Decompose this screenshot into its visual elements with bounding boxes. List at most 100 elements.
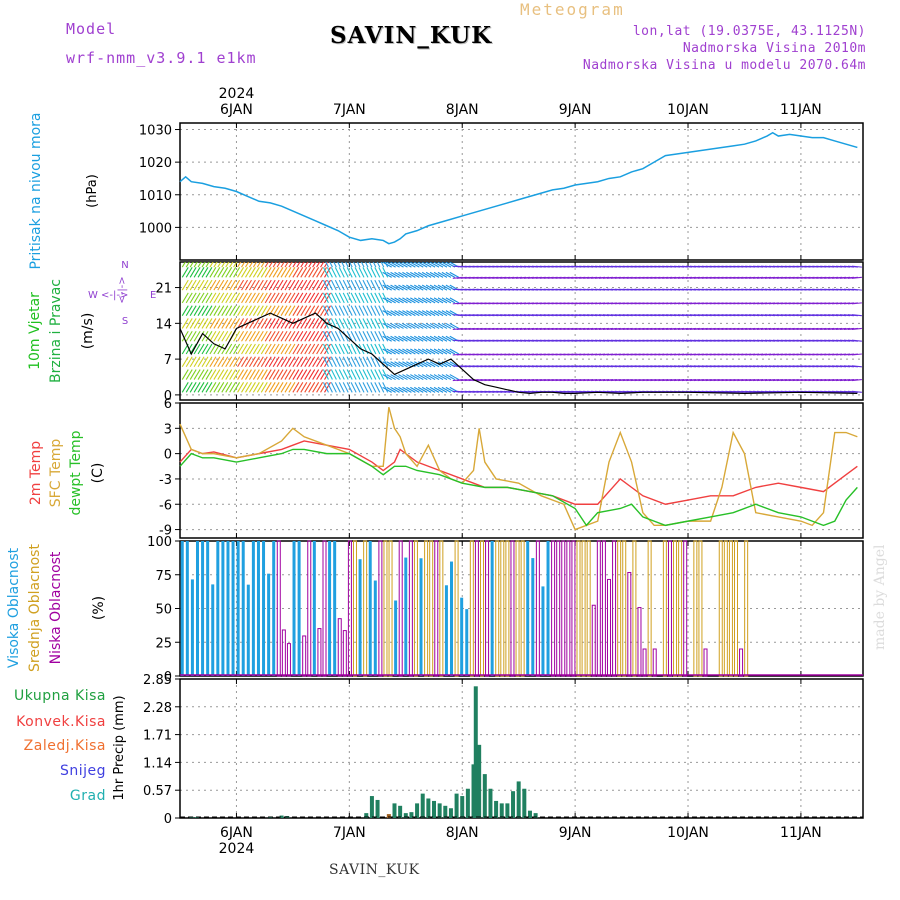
wind-barb bbox=[241, 279, 248, 291]
wind-barb bbox=[366, 343, 373, 355]
wind-barb bbox=[256, 318, 264, 329]
wind-barb bbox=[241, 356, 248, 368]
wind-barb bbox=[300, 305, 308, 316]
wind-barb bbox=[406, 322, 416, 329]
precip-bar bbox=[426, 798, 431, 818]
wind-barb bbox=[316, 343, 324, 355]
wind-barb bbox=[245, 262, 250, 268]
wind-barb bbox=[374, 382, 381, 393]
wind-barb bbox=[378, 279, 385, 291]
wind-barb bbox=[346, 267, 353, 278]
wind-barb bbox=[304, 279, 312, 291]
wind-barb bbox=[358, 267, 365, 278]
wind-barb bbox=[350, 330, 357, 342]
cloud-bar bbox=[378, 540, 383, 677]
wind-barb bbox=[312, 343, 320, 355]
cloud-bar bbox=[566, 540, 571, 677]
wind-barb bbox=[366, 305, 373, 316]
wind-barb bbox=[312, 262, 317, 268]
wind-barb bbox=[346, 318, 353, 329]
wind-barb bbox=[329, 262, 333, 268]
cloud-bar bbox=[622, 540, 627, 677]
precip-bar bbox=[369, 796, 374, 818]
wind-barb bbox=[221, 356, 229, 368]
wind-barb bbox=[209, 267, 217, 278]
precip-bar bbox=[364, 813, 369, 818]
wind-barb bbox=[241, 305, 248, 316]
wind-barb bbox=[300, 382, 308, 393]
cloud-bar bbox=[667, 540, 672, 677]
wind-barb bbox=[252, 318, 260, 329]
wind-barb bbox=[390, 322, 400, 329]
wind-barb bbox=[292, 382, 300, 393]
wind-barb bbox=[449, 374, 460, 381]
wind-barb bbox=[322, 292, 329, 304]
wind-barb bbox=[338, 279, 345, 291]
wind-barb bbox=[248, 343, 256, 355]
precip-legend-item: Grad bbox=[70, 788, 106, 804]
wind-barb bbox=[252, 279, 260, 291]
wind-barb bbox=[421, 386, 432, 393]
wind-barb bbox=[445, 374, 456, 381]
wind-barb bbox=[217, 318, 225, 329]
wind-barb bbox=[449, 322, 460, 329]
wind-barb bbox=[346, 356, 353, 368]
wind-barb bbox=[441, 335, 452, 342]
wind-barb bbox=[433, 284, 444, 291]
wind-barb bbox=[429, 386, 440, 393]
wind-barb bbox=[217, 262, 222, 268]
wind-barb bbox=[312, 279, 320, 291]
wind-barb bbox=[245, 292, 252, 304]
wind-barb bbox=[276, 279, 284, 291]
cloud-bar bbox=[744, 540, 749, 677]
cloud-bar bbox=[221, 541, 225, 676]
wind-barb bbox=[390, 271, 400, 278]
x-tick-label-top: 6JAN bbox=[220, 102, 253, 118]
cloud-bar bbox=[495, 540, 500, 677]
cloud-bar bbox=[394, 600, 398, 676]
wind-barb bbox=[330, 356, 337, 368]
wind-barb bbox=[350, 382, 357, 393]
wind-barb bbox=[354, 318, 361, 329]
wind-barb bbox=[205, 382, 213, 393]
wind-barb bbox=[248, 305, 256, 316]
wind-barb bbox=[386, 271, 396, 278]
wind-barb bbox=[374, 318, 381, 329]
wind-barb bbox=[225, 292, 233, 304]
wind-barb bbox=[390, 310, 400, 317]
wind-barb bbox=[312, 267, 320, 278]
wind-barb bbox=[248, 262, 254, 268]
wind-barb bbox=[201, 305, 209, 316]
wind-barb bbox=[330, 279, 337, 291]
wind-barb bbox=[312, 356, 320, 368]
wind-barb bbox=[326, 330, 333, 342]
wind-barb bbox=[378, 292, 385, 304]
cloud-bar bbox=[180, 541, 184, 676]
wind-barb bbox=[330, 382, 337, 393]
cloud-bar bbox=[231, 541, 235, 676]
wind-barb bbox=[264, 382, 272, 393]
wind-barb bbox=[437, 284, 448, 291]
year-label-bottom: 2024 bbox=[219, 841, 255, 857]
panel-temperature: -9 -6 -3 0 3 6 bbox=[159, 397, 864, 539]
wind-barb bbox=[288, 369, 296, 380]
wind-barb bbox=[213, 279, 221, 291]
wind-barb bbox=[382, 318, 389, 329]
wind-barb bbox=[233, 279, 241, 291]
y-tick-label: 0 bbox=[164, 670, 172, 685]
wind-barb bbox=[354, 330, 361, 342]
wind-barb bbox=[429, 374, 440, 381]
wind-barb bbox=[320, 343, 328, 355]
wind-barb bbox=[433, 262, 444, 268]
wind-barb bbox=[229, 267, 237, 278]
wind-barb bbox=[382, 271, 392, 278]
wind-barb bbox=[256, 262, 262, 268]
precip-bar bbox=[398, 805, 403, 818]
wind-barb bbox=[292, 305, 300, 316]
station-title: SAVIN_KUK bbox=[330, 22, 493, 49]
cloud-axis-title-2: Srednja Oblacnost bbox=[27, 544, 43, 672]
wind-barb bbox=[350, 292, 357, 304]
y-tick-label: 7 bbox=[164, 353, 172, 368]
panel-pressure: 1000 1010 1020 1030 bbox=[139, 122, 864, 261]
wind-barb bbox=[181, 305, 189, 316]
